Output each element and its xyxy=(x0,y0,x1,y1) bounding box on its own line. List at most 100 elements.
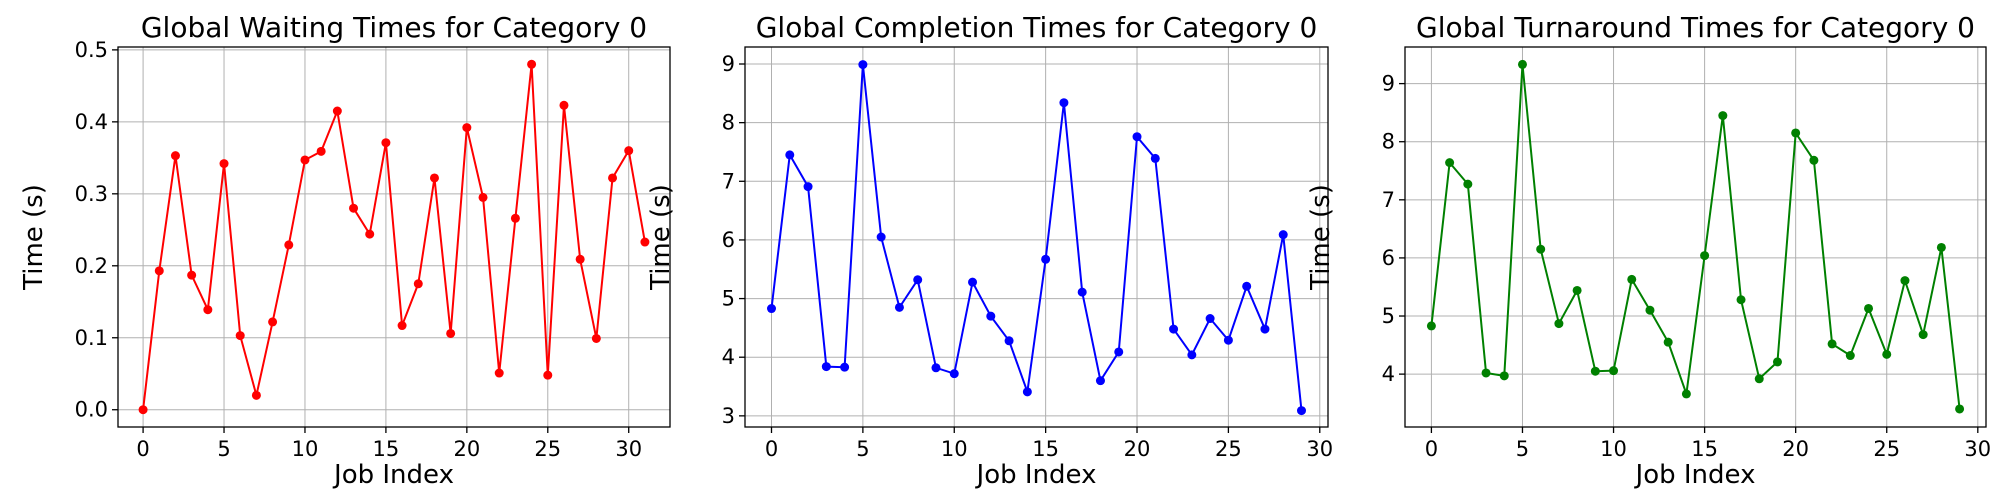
data-point xyxy=(1297,406,1306,416)
data-point xyxy=(559,100,569,110)
y-tick-label: 0.4 xyxy=(75,110,108,134)
data-point xyxy=(1205,314,1215,324)
series-line xyxy=(142,64,646,410)
data-point xyxy=(1918,330,1928,340)
data-point xyxy=(591,333,601,343)
data-point xyxy=(268,317,278,327)
data-point xyxy=(478,192,488,202)
x-tick-label: 25 xyxy=(534,437,561,461)
x-tick-label: 20 xyxy=(1782,437,1809,461)
completion-times-chart: Global Completion Times for Category 0 J… xyxy=(646,11,1333,490)
x-tick-label: 30 xyxy=(1306,437,1333,461)
data-point xyxy=(1663,337,1673,347)
data-point xyxy=(251,390,261,400)
x-axis-label: Job Index xyxy=(975,460,1097,490)
data-point xyxy=(397,321,407,331)
data-point xyxy=(1645,305,1655,315)
data-point xyxy=(1627,274,1637,284)
data-point xyxy=(968,277,978,287)
plot-frame xyxy=(1404,46,1987,428)
data-point xyxy=(785,150,795,160)
data-point xyxy=(543,370,553,380)
data-point xyxy=(1864,303,1874,313)
data-point xyxy=(1827,339,1837,349)
y-tick-label: 0.5 xyxy=(75,38,108,62)
data-point xyxy=(203,305,213,315)
data-point xyxy=(527,59,537,69)
data-point xyxy=(1517,59,1527,69)
x-tick-label: 5 xyxy=(217,437,230,461)
x-tick-label: 5 xyxy=(1516,437,1529,461)
data-point xyxy=(1791,128,1801,138)
data-point xyxy=(1150,153,1160,163)
y-tick-label: 8 xyxy=(1382,130,1395,154)
data-point xyxy=(1700,251,1710,261)
y-tick-label: 7 xyxy=(1382,188,1395,212)
data-point xyxy=(624,146,634,156)
data-point xyxy=(300,155,310,165)
data-point xyxy=(446,328,456,338)
data-point xyxy=(949,369,959,379)
data-point xyxy=(349,203,359,213)
data-point xyxy=(1223,335,1233,345)
data-point xyxy=(1900,276,1910,286)
data-point xyxy=(1260,324,1270,334)
plot-frame xyxy=(117,46,671,428)
data-point xyxy=(1955,404,1965,414)
y-axis-label: Time (s) xyxy=(646,184,676,291)
data-point xyxy=(154,266,164,276)
x-tick-label: 15 xyxy=(1691,437,1718,461)
x-tick-label: 20 xyxy=(1124,437,1151,461)
data-point xyxy=(365,229,375,239)
data-point xyxy=(219,159,229,169)
data-point xyxy=(138,405,148,415)
data-point xyxy=(575,254,585,264)
data-point xyxy=(821,362,831,372)
data-point xyxy=(510,213,520,223)
data-point xyxy=(1772,357,1782,367)
y-tick-label: 0.3 xyxy=(75,182,108,206)
x-tick-label: 30 xyxy=(615,437,642,461)
data-point xyxy=(640,237,650,247)
data-point xyxy=(1077,287,1087,297)
data-point xyxy=(381,138,391,148)
data-point xyxy=(1242,281,1252,291)
data-point xyxy=(1736,295,1746,305)
turnaround-times-chart: Global Turnaround Times for Category 0 J… xyxy=(1306,11,1991,490)
data-point xyxy=(1022,387,1032,397)
data-point xyxy=(1681,389,1691,399)
data-point xyxy=(1536,244,1546,254)
x-tick-label: 25 xyxy=(1215,437,1242,461)
y-tick-label: 4 xyxy=(722,345,735,369)
y-tick-label: 0.0 xyxy=(75,398,108,422)
data-point xyxy=(913,275,923,285)
y-tick-label: 6 xyxy=(1382,246,1395,270)
x-tick-label: 0 xyxy=(1425,437,1438,461)
data-point xyxy=(1481,368,1491,378)
x-axis-label: Job Index xyxy=(332,460,454,490)
chart-title: Global Completion Times for Category 0 xyxy=(756,11,1318,44)
x-tick-label: 10 xyxy=(941,437,968,461)
data-point xyxy=(1278,230,1288,240)
data-point xyxy=(986,311,996,321)
data-point xyxy=(494,368,504,378)
plot-frame xyxy=(744,46,1329,428)
x-tick-label: 10 xyxy=(292,437,319,461)
data-point xyxy=(462,123,472,133)
data-point xyxy=(1095,376,1105,386)
data-point xyxy=(608,173,618,183)
data-point xyxy=(1609,366,1619,376)
data-point xyxy=(840,362,850,372)
data-point xyxy=(1059,98,1069,108)
data-point xyxy=(1004,336,1014,346)
x-tick-label: 15 xyxy=(1032,437,1059,461)
y-tick-label: 8 xyxy=(722,111,735,135)
y-tick-label: 4 xyxy=(1382,362,1395,386)
x-axis-label: Job Index xyxy=(1634,460,1756,490)
data-point xyxy=(1114,347,1124,357)
x-tick-label: 30 xyxy=(1964,437,1991,461)
x-tick-label: 5 xyxy=(856,437,869,461)
data-point xyxy=(1718,111,1728,121)
x-tick-label: 0 xyxy=(136,437,149,461)
